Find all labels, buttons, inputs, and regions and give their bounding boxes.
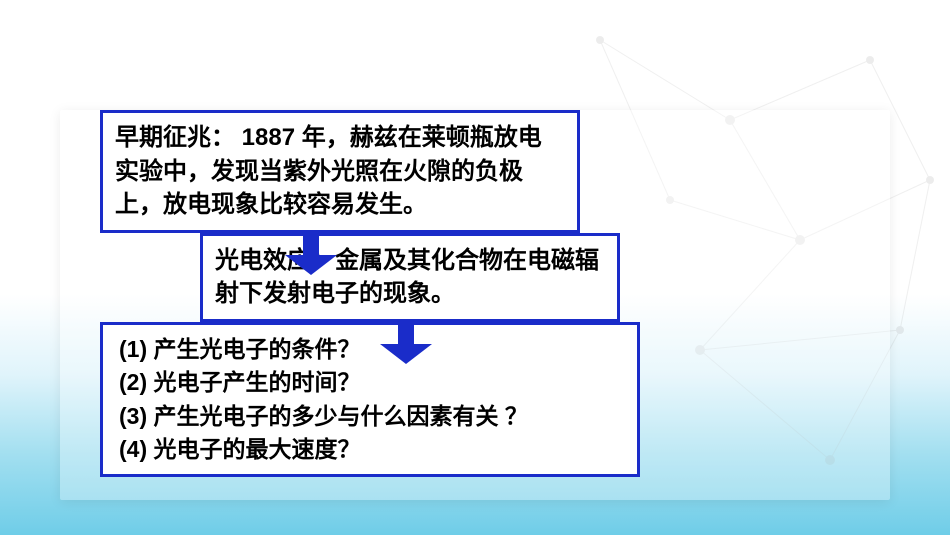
flowchart-node-early-sign: 早期征兆： 1887 年，赫兹在莱顿瓶放电实验中，发现当紫外光照在火隙的负极上，… [100, 110, 580, 233]
flowchart-container: 早期征兆： 1887 年，赫兹在莱顿瓶放电实验中，发现当紫外光照在火隙的负极上，… [0, 0, 950, 477]
flowchart-node-photoelectric-effect: 光电效应：金属及其化合物在电磁辐射下发射电子的现象。 [200, 233, 620, 322]
question-item-4: (4) 光电子的最大速度？ [119, 433, 621, 466]
question-item-3: (3) 产生光电子的多少与什么因素有关 ？ [119, 400, 621, 433]
flowchart-node-questions: (1) 产生光电子的条件？ (2) 光电子产生的时间？ (3) 产生光电子的多少… [100, 322, 640, 477]
question-item-2: (2) 光电子产生的时间？ [119, 366, 621, 399]
question-item-1: (1) 产生光电子的条件？ [119, 333, 621, 366]
